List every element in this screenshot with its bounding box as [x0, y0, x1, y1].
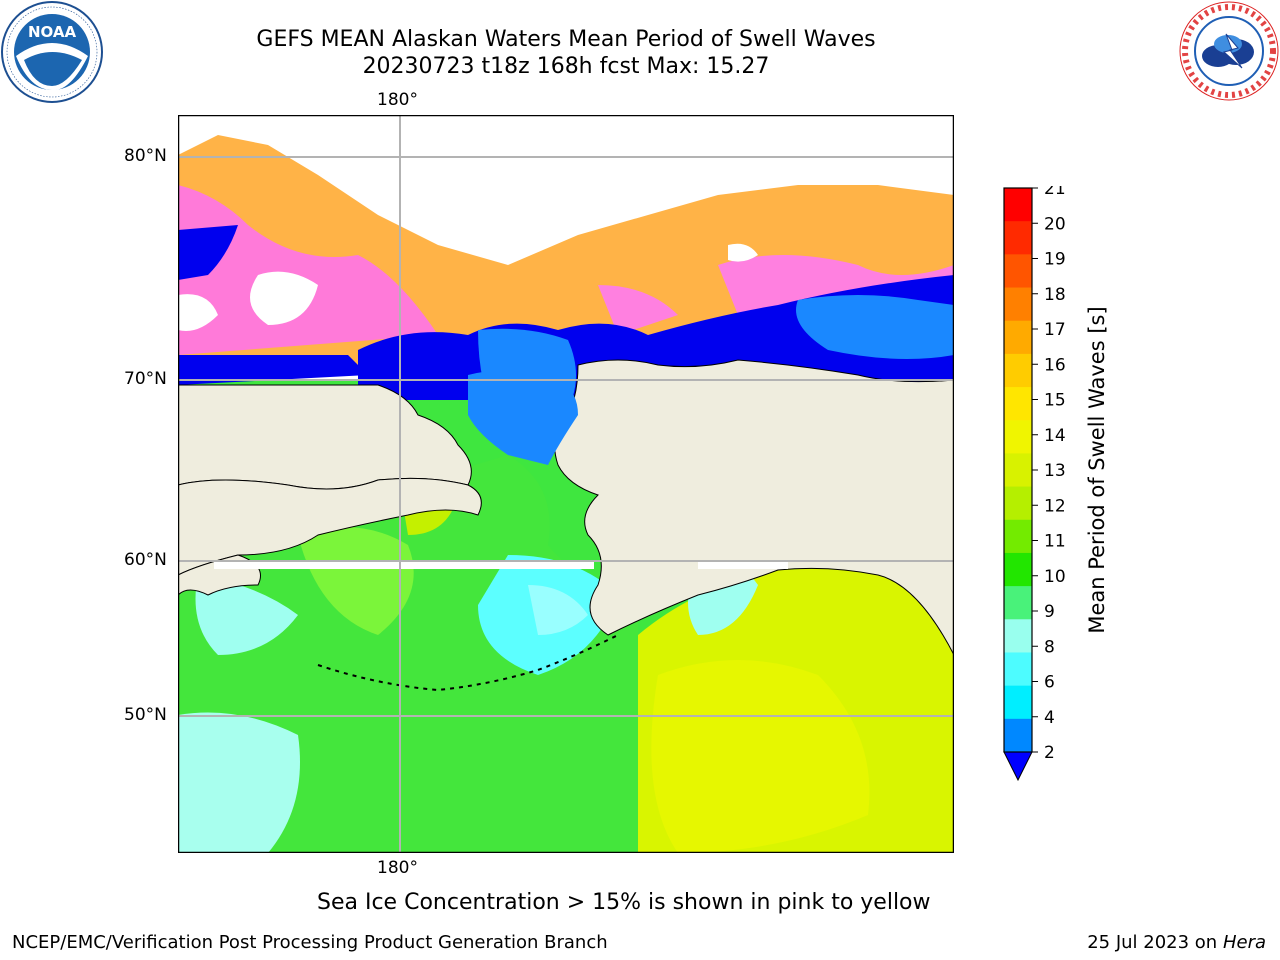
colorbar-swatch [1004, 387, 1032, 421]
sea-ice-pink [178, 185, 438, 355]
colorbar-swatch [1004, 718, 1032, 753]
colorbar-swatch [1004, 254, 1032, 289]
colorbar-swatch [1004, 287, 1032, 322]
colorbar-extend-triangle [1003, 751, 1033, 782]
lat-label-50: 50°N [124, 705, 167, 725]
colorbar-tick-label: 4 [1044, 708, 1055, 728]
colorbar-tick-label: 15 [1044, 391, 1066, 411]
sea-ice-note: Sea Ice Concentration > 15% is shown in … [180, 890, 1100, 915]
colorbar-swatch [1004, 586, 1032, 620]
colorbar-swatch [1004, 221, 1032, 255]
colorbar-tick-label: 17 [1044, 320, 1066, 340]
colorbar-swatch [1004, 320, 1032, 355]
aleutian-islands [317, 634, 619, 692]
lat-label-60: 60°N [124, 550, 167, 570]
colorbar-swatch [1004, 685, 1032, 720]
colorbar-swatch [1004, 453, 1032, 488]
colorbar-tick-label: 6 [1044, 673, 1055, 693]
footer-machine: Hera [1222, 932, 1266, 953]
colorbar: 21 20 19 18 17 16 15 14 13 12 11 10 9 8 6 4 2 [1003, 186, 1066, 782]
arctic-open-water [178, 225, 238, 280]
colorbar-tick-label: 16 [1044, 355, 1066, 375]
colorbar-swatch [1004, 486, 1032, 521]
colorbar-tick-label: 8 [1044, 637, 1055, 657]
colorbar-tick-label: 12 [1044, 496, 1066, 516]
colorbar-tick-label: 2 [1044, 743, 1055, 763]
lon-label-top: 180° [377, 90, 418, 110]
land-alaska [554, 359, 954, 656]
colorbar-tick-label: 14 [1044, 426, 1066, 446]
colorbar-tick-label: 19 [1044, 250, 1066, 270]
lat-label-80: 80°N [124, 146, 167, 166]
footer-date: 25 Jul 2023 on Hera [1087, 932, 1266, 953]
colorbar-tick-label: 9 [1044, 602, 1055, 622]
colorbar-swatch [1004, 652, 1032, 687]
colorbar-tick-label: 21 [1044, 186, 1066, 199]
chart-title: GEFS MEAN Alaskan Waters Mean Period of … [256, 27, 876, 52]
noaa-logo: NOAA [1, 1, 103, 103]
colorbar-tick-label: 10 [1044, 567, 1066, 587]
colorbar-swatch [1004, 519, 1032, 554]
footer-date-text: 25 Jul 2023 on [1087, 932, 1223, 953]
national-weather-service-logo [1179, 1, 1279, 101]
colorbar-swatch [1004, 353, 1032, 388]
colorbar-tick-label: 20 [1044, 214, 1066, 234]
colorbar-swatch [1004, 552, 1032, 587]
lat-label-70: 70°N [124, 369, 167, 389]
colorbar-swatch [1004, 188, 1032, 222]
swell-period-map [178, 115, 954, 853]
sea-ice-note-text: Sea Ice Concentration > 15% is shown in … [317, 890, 931, 915]
footer-producer: NCEP/EMC/Verification Post Processing Pr… [12, 932, 608, 953]
svg-text:NOAA: NOAA [28, 23, 77, 41]
colorbar-swatch [1004, 619, 1032, 653]
chart-subtitle: 20230723 t18z 168h fcst Max: 15.27 [362, 54, 770, 79]
colorbar-label: Mean Period of Swell Waves [s] [1085, 306, 1109, 634]
colorbar-tick-label: 11 [1044, 532, 1066, 552]
colorbar-tick-label: 18 [1044, 285, 1066, 305]
colorbar-swatch [1004, 420, 1032, 454]
lon-label-bottom: 180° [377, 858, 418, 878]
colorbar-tick-label: 13 [1044, 461, 1066, 481]
